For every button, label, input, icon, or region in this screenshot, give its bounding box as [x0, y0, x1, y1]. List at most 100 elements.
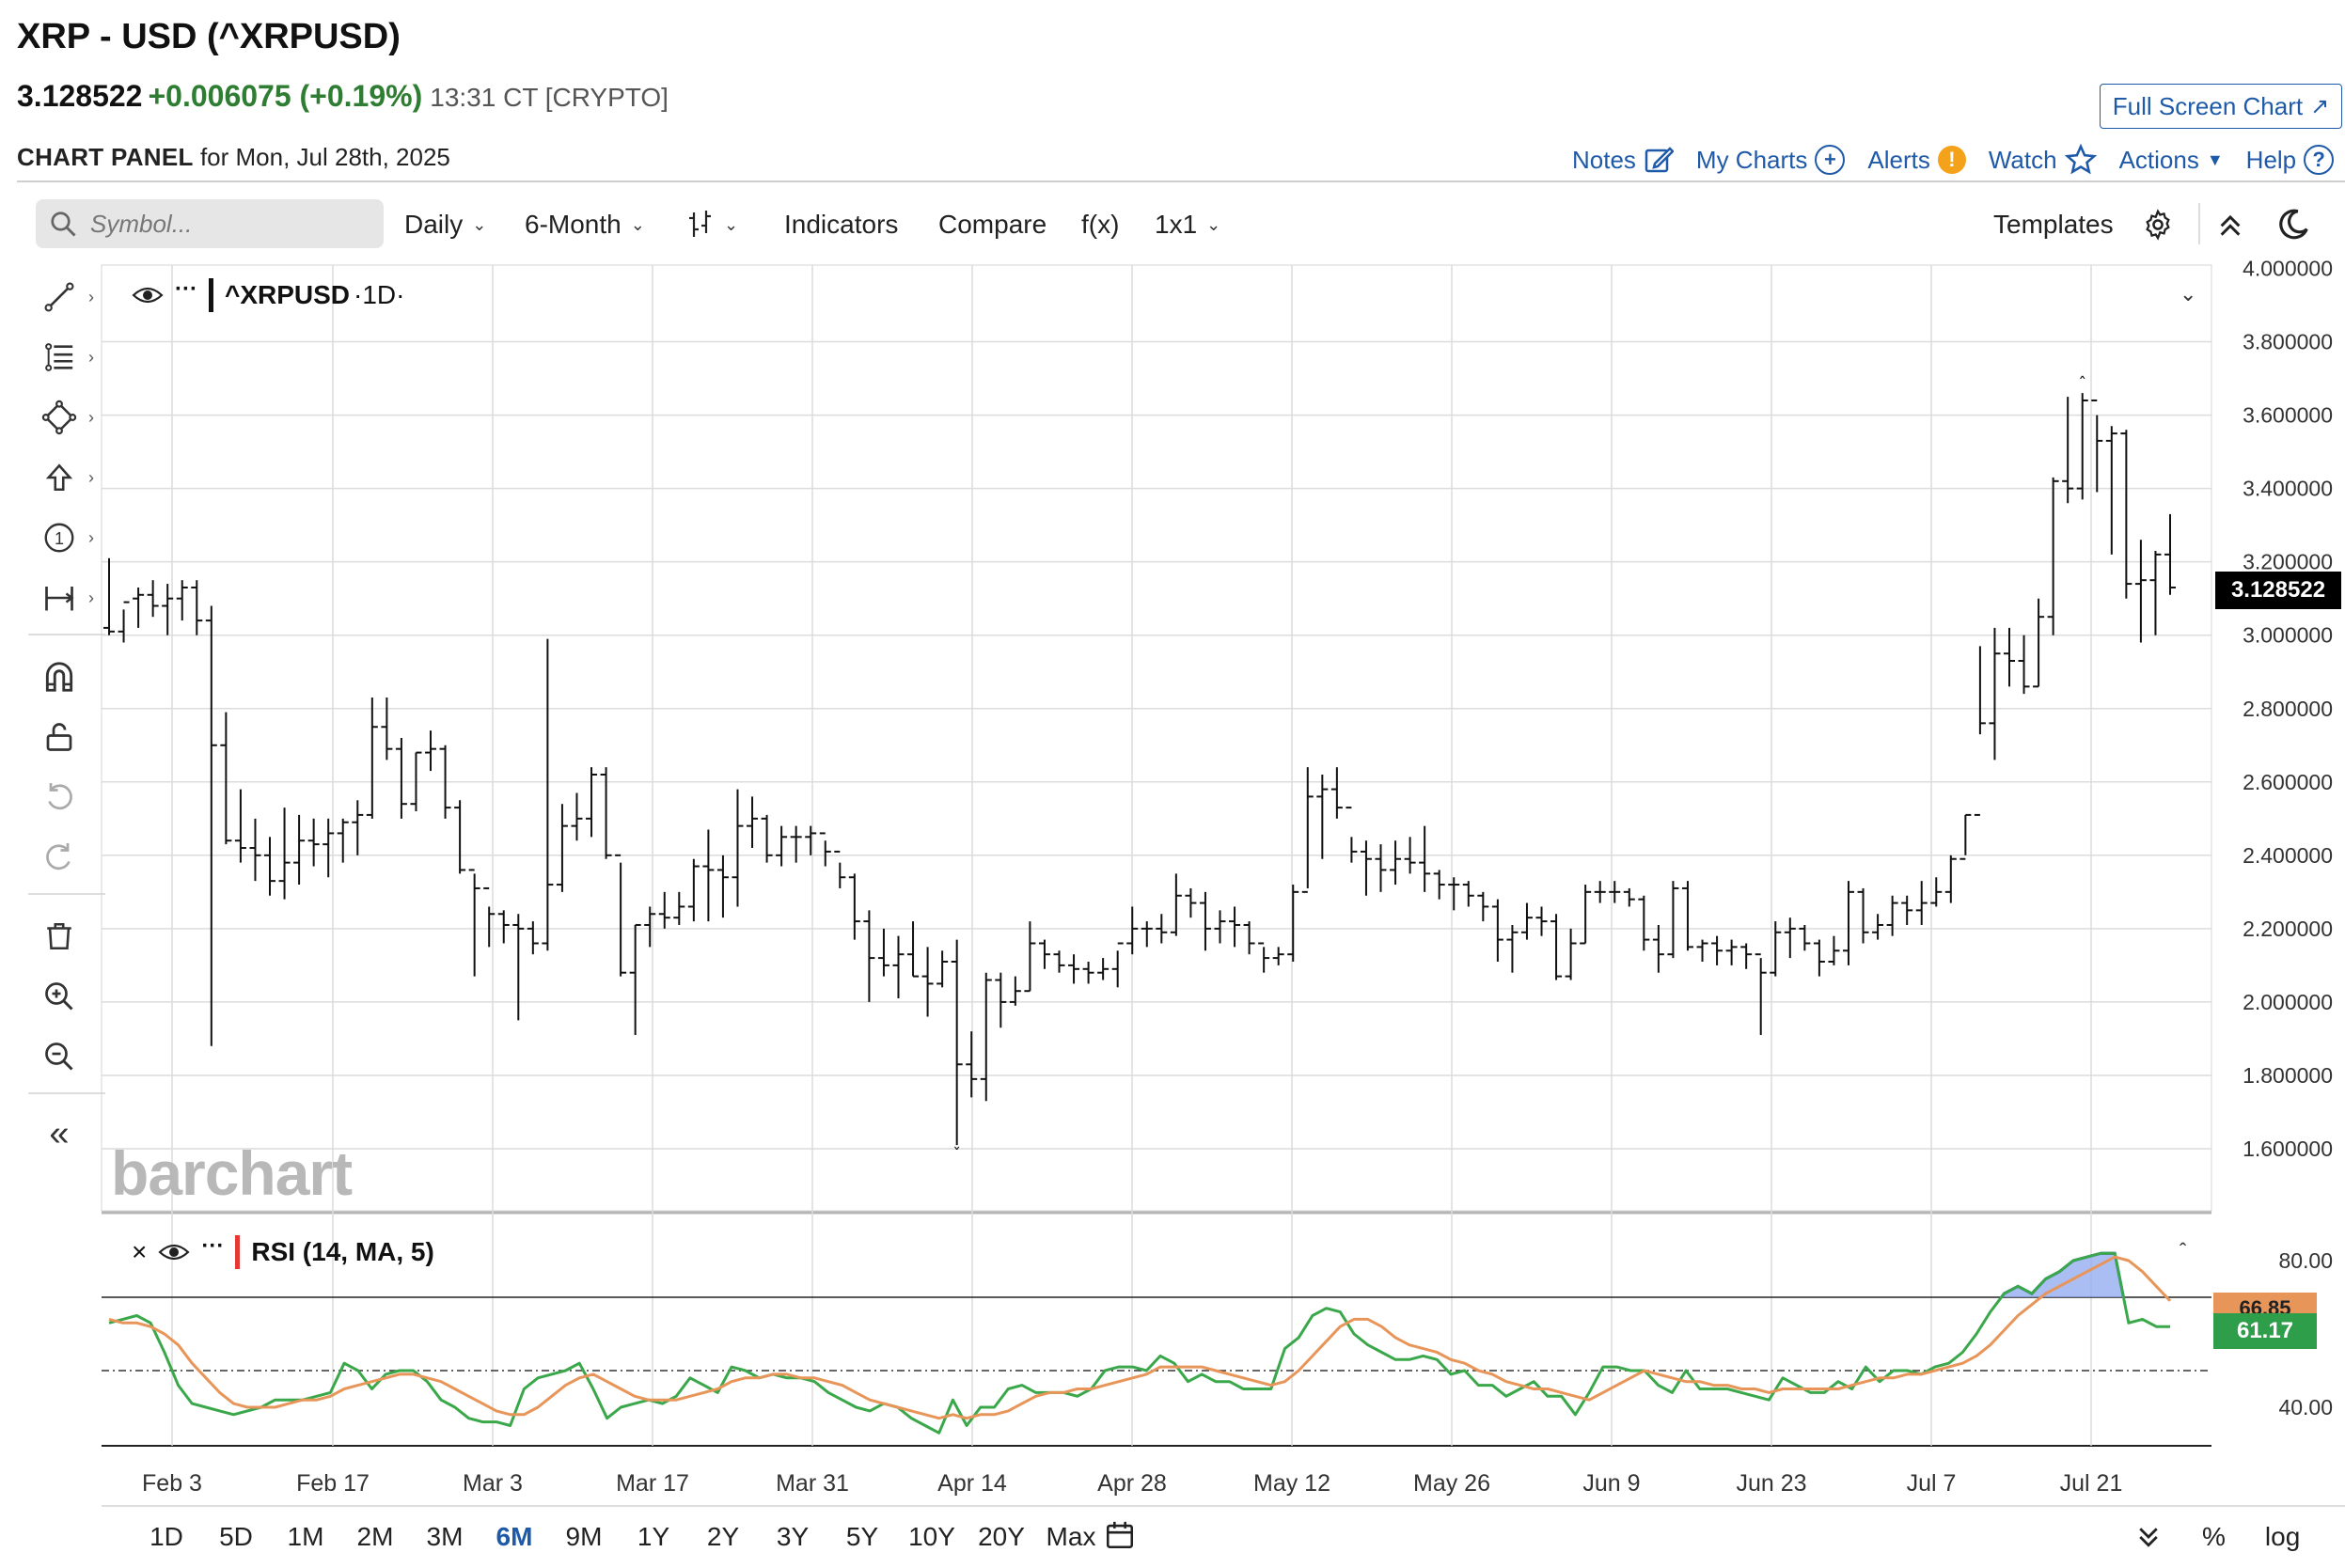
ohlc-bar — [1024, 921, 1036, 993]
close-icon[interactable]: × — [132, 1237, 148, 1266]
y-axis-label: 2.600000 — [2243, 770, 2333, 794]
number-tool[interactable]: 1 › — [28, 513, 94, 562]
range-button-1y[interactable]: 1Y — [637, 1522, 670, 1551]
zoom-out-button[interactable] — [28, 1032, 90, 1081]
collapse-header-button[interactable] — [2215, 201, 2245, 248]
range-button-10y[interactable]: 10Y — [908, 1522, 955, 1551]
ohlc-bar — [249, 818, 261, 882]
delete-drawings-button[interactable] — [28, 912, 90, 961]
zoom-in-button[interactable] — [28, 972, 90, 1021]
dark-mode-button[interactable] — [2275, 201, 2311, 248]
ohlc-bar — [1375, 844, 1387, 892]
range-button-20y[interactable]: 20Y — [978, 1522, 1025, 1551]
ohlc-bar — [790, 825, 802, 863]
ohlc-bar — [1229, 906, 1241, 948]
log-scale-toggle[interactable]: log — [2264, 1522, 2301, 1551]
quote-time: 13:31 CT [CRYPTO] — [430, 83, 669, 112]
ohlc-bar — [877, 928, 889, 977]
collapse-toolbar-button[interactable]: « — [28, 1109, 90, 1158]
full-screen-chart-button[interactable]: Full Screen Chart ↗ — [2100, 84, 2342, 129]
number-tool-icon: 1 — [44, 523, 74, 553]
shape-tool[interactable]: › — [28, 393, 94, 442]
line-tool[interactable]: › — [28, 273, 94, 321]
rsi-legend: × ··· RSI (14, MA, 5) — [132, 1233, 434, 1269]
layout-dropdown[interactable]: 1x1 ⌄ — [1155, 201, 1220, 248]
interval-dropdown[interactable]: Daily ⌄ — [404, 201, 486, 248]
fib-tool-icon — [45, 343, 73, 371]
ohlc-bar — [1696, 939, 1708, 962]
eye-icon[interactable] — [158, 1242, 190, 1262]
function-button[interactable]: f(x) — [1081, 201, 1119, 248]
range-button-5d[interactable]: 5D — [219, 1522, 253, 1551]
magnet-tool[interactable] — [28, 652, 90, 701]
ohlc-bar — [234, 789, 246, 863]
y-axis-label: 3.600000 — [2243, 403, 2333, 428]
ohlc-bar — [629, 923, 641, 1036]
undo-button[interactable] — [28, 773, 90, 822]
alert-icon: ! — [1937, 146, 1966, 174]
redo-button[interactable] — [28, 833, 90, 882]
actions-menu[interactable]: Actions ▼ — [2119, 146, 2224, 175]
x-axis-label: Jun 23 — [1736, 1470, 1806, 1497]
ohlc-bar — [1097, 958, 1110, 980]
percent-scale-toggle[interactable]: % — [2202, 1522, 2226, 1551]
y-axis-label: 2.800000 — [2243, 697, 2333, 721]
eye-icon[interactable] — [132, 285, 164, 306]
ohlc-bar — [1491, 899, 1503, 962]
moon-icon — [2279, 209, 2308, 240]
arrow-tool-icon — [45, 463, 73, 492]
chevron-down-icon: ⌄ — [724, 214, 739, 234]
ohlc-bar — [2062, 397, 2074, 504]
ohlc-bar — [1462, 881, 1474, 907]
double-chevron-down-icon[interactable] — [2134, 1523, 2163, 1551]
range-button-3y[interactable]: 3Y — [776, 1522, 810, 1551]
low-marker: ˇ — [952, 1145, 961, 1165]
range-button-1m[interactable]: 1M — [287, 1522, 324, 1551]
lock-icon — [46, 723, 72, 751]
more-options-icon[interactable]: ··· — [175, 276, 197, 302]
ohlc-bar — [1419, 825, 1431, 892]
date-range-picker[interactable] — [1104, 1519, 1136, 1556]
my-charts-link[interactable]: My Charts + — [1696, 145, 1846, 175]
ohlc-bar — [863, 910, 875, 1002]
range-button-2y[interactable]: 2Y — [706, 1522, 740, 1551]
more-options-icon[interactable]: ··· — [201, 1233, 225, 1259]
settings-button[interactable] — [2142, 201, 2174, 248]
chevron-up-icon[interactable]: ˆ — [2180, 1239, 2187, 1262]
range-button-6m[interactable]: 6M — [496, 1522, 533, 1551]
ohlc-bar — [468, 869, 480, 977]
range-button-5y[interactable]: 5Y — [845, 1522, 879, 1551]
range-button-1d[interactable]: 1D — [150, 1522, 183, 1551]
x-axis-label: Feb 17 — [296, 1470, 370, 1497]
chevron-down-icon[interactable]: ⌄ — [2180, 282, 2197, 306]
ohlc-bar — [220, 712, 232, 845]
period-dropdown[interactable]: 6-Month ⌄ — [525, 201, 645, 248]
last-price-tag: 3.128522 — [2215, 572, 2341, 609]
notes-link[interactable]: Notes — [1572, 145, 1674, 175]
symbol-input[interactable] — [88, 208, 352, 240]
lock-tool[interactable] — [28, 713, 90, 761]
rsi-panel — [102, 1251, 2211, 1435]
watch-link[interactable]: Watch — [1989, 144, 2097, 176]
ohlc-bar — [1506, 924, 1519, 973]
range-button-3m[interactable]: 3M — [426, 1522, 464, 1551]
range-button-2m[interactable]: 2M — [356, 1522, 394, 1551]
ohlc-bar — [1667, 881, 1679, 959]
alerts-link[interactable]: Alerts ! — [1867, 146, 1966, 175]
range-button-9m[interactable]: 9M — [565, 1522, 603, 1551]
ohlc-bar — [1930, 877, 1943, 907]
arrow-tool[interactable]: › — [28, 453, 94, 502]
rsi-label: RSI (14, MA, 5) — [251, 1237, 434, 1266]
range-button-max[interactable]: Max — [1046, 1522, 1096, 1551]
templates-button[interactable]: Templates — [1993, 201, 2114, 248]
help-link[interactable]: Help ? — [2246, 145, 2335, 175]
indicators-button[interactable]: Indicators — [784, 201, 898, 248]
ohlc-bar — [1038, 939, 1050, 969]
compare-button[interactable]: Compare — [938, 201, 1047, 248]
symbol-search[interactable] — [36, 199, 384, 248]
measure-tool[interactable]: › — [28, 573, 94, 622]
fib-tool[interactable]: › — [28, 333, 94, 382]
ohlc-bar — [425, 730, 437, 772]
chart-type-dropdown[interactable]: ⌄ — [686, 201, 738, 248]
